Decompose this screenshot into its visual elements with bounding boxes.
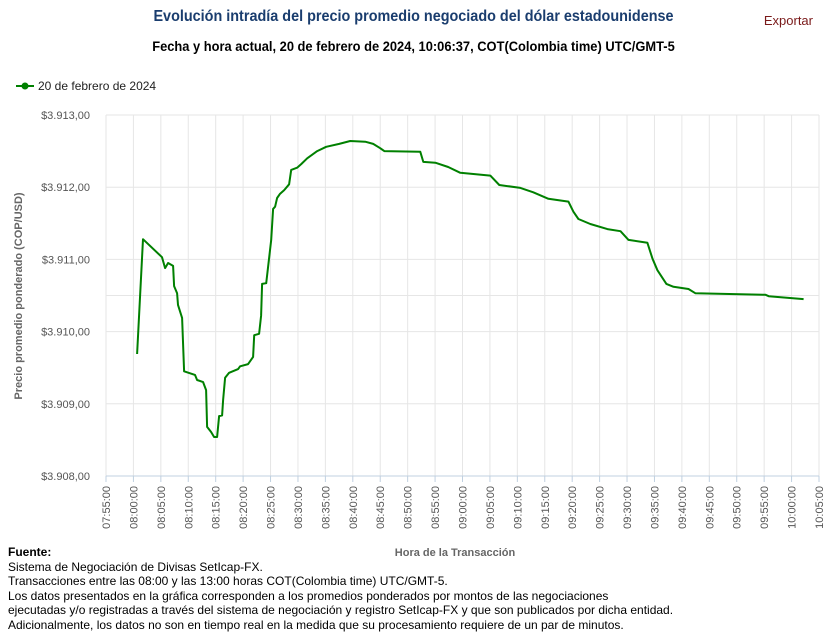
x-tick-label: 08:50:00 <box>403 486 415 529</box>
x-tick-label: 09:55:00 <box>759 486 771 529</box>
y-tick-label: $3.912,00 <box>41 182 90 194</box>
x-tick-label: 09:10:00 <box>512 486 524 529</box>
y-axis-title: Precio promedio ponderado (COP/USD) <box>13 192 25 400</box>
legend-label: 20 de febrero de 2024 <box>38 79 157 93</box>
y-tick-label: $3.909,00 <box>41 399 90 411</box>
footer-line: Transacciones entre las 08:00 y las 13:0… <box>8 574 448 589</box>
legend-item[interactable]: 20 de febrero de 2024 <box>16 79 156 93</box>
legend-line-marker-icon <box>16 82 34 90</box>
x-tick-label: 08:35:00 <box>320 486 332 529</box>
x-tick-label: 08:15:00 <box>211 486 223 529</box>
x-tick-label: 09:45:00 <box>704 486 716 529</box>
x-tick-label: 07:55:00 <box>101 486 113 529</box>
y-tick-label: $3.908,00 <box>41 471 90 483</box>
x-axis-ticks: 07:55:00 08:00:00 08:05:00 08:10:00 08:15:00… <box>101 475 826 529</box>
footer-line: Adicionalmente, los datos no son en tiem… <box>8 617 624 632</box>
x-tick-label: 09:05:00 <box>485 486 497 529</box>
y-tick-label: $3.911,00 <box>42 254 90 266</box>
x-tick-label: 08:00:00 <box>128 486 140 529</box>
series-line <box>136 140 804 438</box>
line-chart: $3.913,00 $3.912,00 $3.911,00 $3.910,00 $3.9… <box>13 110 826 559</box>
x-tick-label: 10:00:00 <box>787 486 799 529</box>
y-axis-ticks: $3.913,00 $3.912,00 $3.911,00 $3.910,00 $3.9… <box>41 110 90 483</box>
y-tick-label: $3.913,00 <box>41 110 90 122</box>
x-tick-label: 09:15:00 <box>540 486 552 529</box>
x-tick-label: 08:25:00 <box>266 486 278 529</box>
x-tick-label: 08:30:00 <box>293 486 305 529</box>
x-tick-label: 09:20:00 <box>567 486 579 529</box>
x-axis-title: Hora de la Transacción <box>395 547 516 559</box>
x-tick-label: 08:40:00 <box>348 486 360 529</box>
x-tick-label: 08:10:00 <box>183 486 195 529</box>
x-tick-label: 09:25:00 <box>595 486 607 529</box>
y-tick-label: $3.910,00 <box>41 327 90 339</box>
x-tick-label: 08:20:00 <box>238 486 250 529</box>
chart-title: Evolución intradía del precio promedio n… <box>153 8 674 25</box>
x-tick-label: 09:50:00 <box>732 486 744 529</box>
x-tick-label: 08:45:00 <box>375 486 387 529</box>
x-tick-label: 08:55:00 <box>430 486 442 529</box>
x-tick-label: 09:00:00 <box>458 486 470 529</box>
chart-subtitle: Fecha y hora actual, 20 de febrero de 20… <box>152 38 675 54</box>
x-tick-label: 10:05:00 <box>814 486 826 529</box>
footer-line: ejecutadas y/o registradas a través del … <box>8 603 674 618</box>
x-tick-label: 08:05:00 <box>156 486 168 529</box>
footer-source-label: Fuente: <box>8 545 52 559</box>
x-tick-label: 09:30:00 <box>622 486 634 529</box>
grid <box>105 114 820 477</box>
footer-line: Sistema de Negociación de Divisas SetIca… <box>8 559 263 574</box>
x-tick-label: 09:40:00 <box>677 486 689 529</box>
x-tick-label: 09:35:00 <box>649 486 661 529</box>
footer-line: Los datos presentados en la gráfica corr… <box>8 588 609 603</box>
export-button[interactable]: Exportar <box>763 13 813 28</box>
footer-notes: Fuente: Sistema de Negociación de Divisa… <box>8 545 673 633</box>
